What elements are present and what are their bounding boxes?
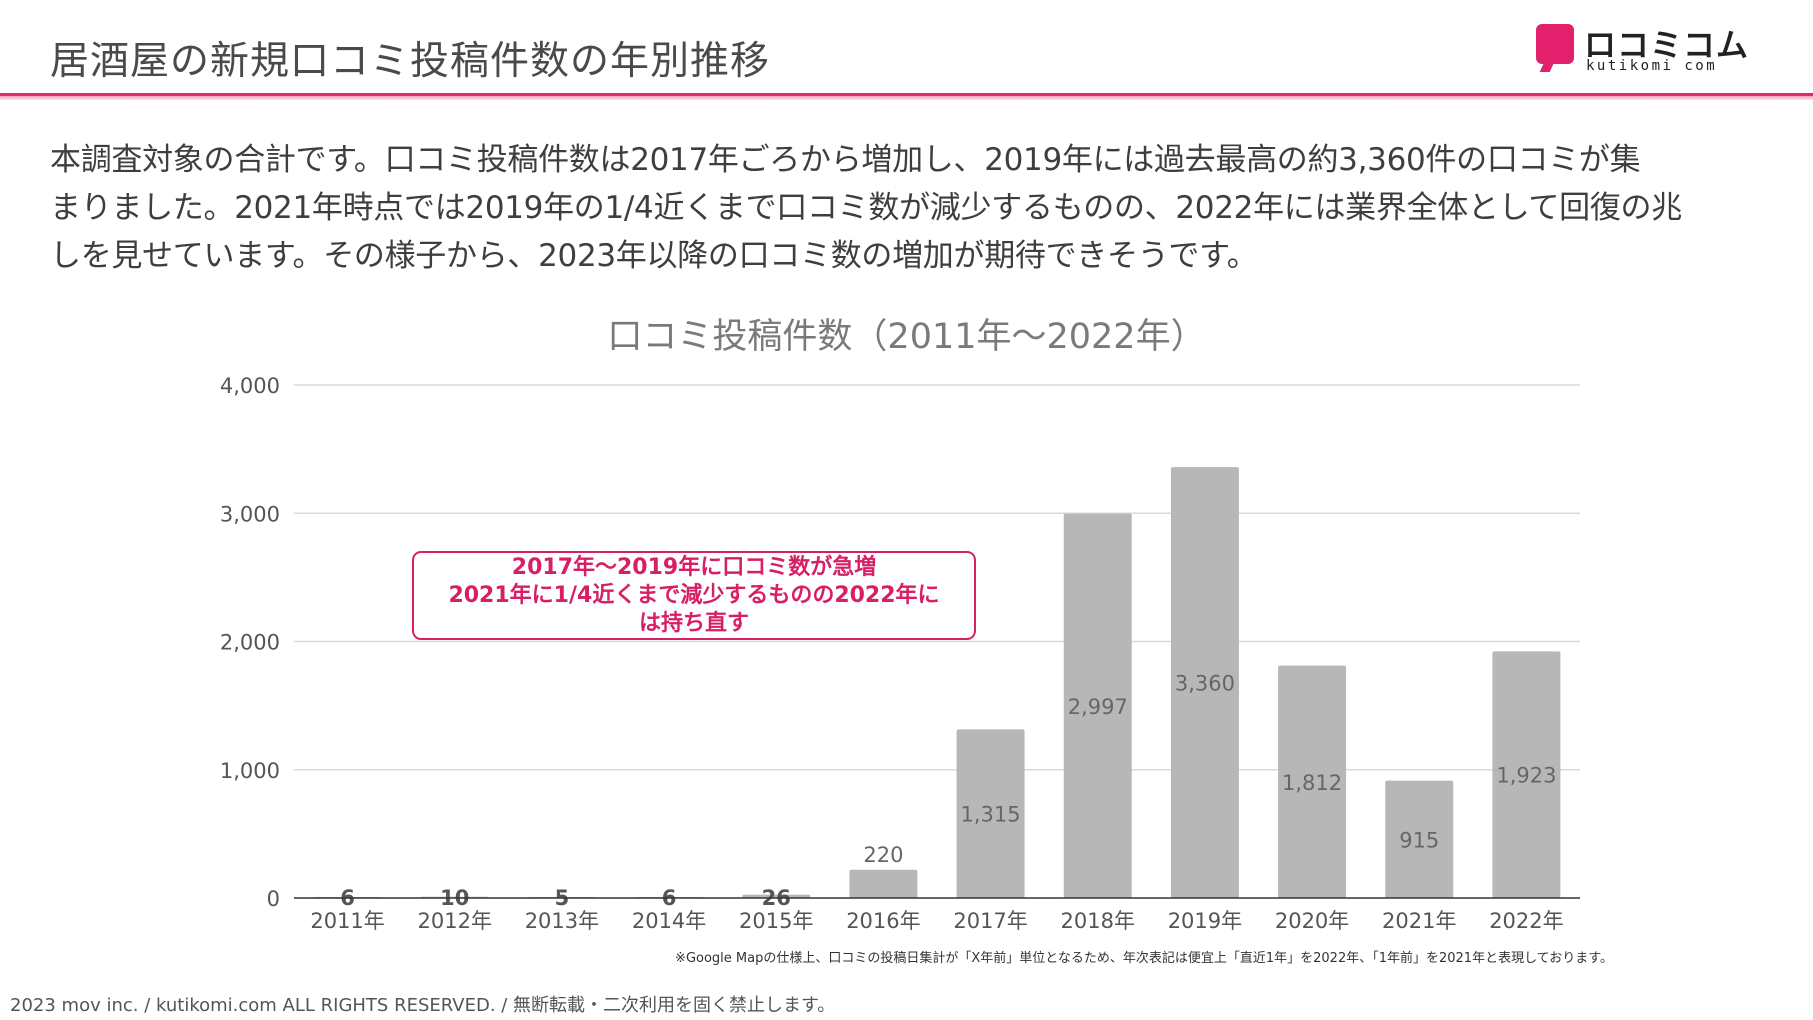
description-line: まりました。2021年時点では2019年の1/4近くまで口コミ数が減少するものの… <box>50 190 1682 226</box>
x-tick-label: 2021年 <box>1382 909 1456 933</box>
brand-logo[interactable]: ロコミコム kutikomi com <box>1536 22 1748 78</box>
speech-bubble-logo-icon <box>1536 24 1574 64</box>
description-line: しを見せています。その様子から、2023年以降の口コミ数の増加が期待できそうです… <box>50 238 1258 274</box>
description-text: 本調査対象の合計です。口コミ投稿件数は2017年ごろから増加し、2019年には過… <box>50 136 1780 280</box>
y-tick-label: 3,000 <box>220 502 280 526</box>
bar-value-label: 1,812 <box>1282 771 1342 795</box>
bar-value-label: 220 <box>863 843 903 867</box>
x-tick-label: 2017年 <box>953 909 1027 933</box>
bar <box>849 869 918 898</box>
footnote: ※Google Mapの仕様上、口コミの投稿日集計が「X年前」単位となるため、年… <box>675 951 1613 966</box>
bar-value-label: 3,360 <box>1175 672 1235 696</box>
logo-text-jp: ロコミコム <box>1584 26 1750 64</box>
x-tick-label: 2015年 <box>739 909 813 933</box>
x-tick-label: 2019年 <box>1168 909 1242 933</box>
x-tick-label: 2011年 <box>310 909 384 933</box>
chart-callout: 2017年〜2019年に口コミ数が急増 2021年に1/4近くまで減少するものの… <box>412 551 976 640</box>
bar <box>742 894 811 898</box>
bar-value-label: 1,315 <box>961 803 1021 827</box>
header-divider <box>0 93 1813 100</box>
logo-text-en: kutikomi com <box>1586 58 1718 74</box>
x-tick-label: 2014年 <box>632 909 706 933</box>
y-tick-label: 2,000 <box>220 631 280 655</box>
bar <box>1278 665 1347 898</box>
x-tick-label: 2012年 <box>418 909 492 933</box>
x-tick-label: 2018年 <box>1061 909 1135 933</box>
bar <box>1385 780 1454 898</box>
page-title: 居酒屋の新規口コミ投稿件数の年別推移 <box>50 39 771 84</box>
y-tick-label: 4,000 <box>220 374 280 398</box>
x-tick-label: 2022年 <box>1489 909 1563 933</box>
callout-line: 2021年に1/4近くまで減少するものの2022年に <box>448 582 940 608</box>
callout-line: は持ち直す <box>638 610 749 636</box>
bar-value-label: 2,997 <box>1068 695 1128 719</box>
y-tick-label: 0 <box>267 887 280 911</box>
y-tick-label: 1,000 <box>220 759 280 783</box>
copyright-footer: 2023 mov inc. / kutikomi.com ALL RIGHTS … <box>10 995 836 1016</box>
bar <box>1170 467 1239 898</box>
bar-value-label: 1,923 <box>1496 764 1556 788</box>
bar-value-label: 915 <box>1399 828 1439 852</box>
x-tick-label: 2020年 <box>1275 909 1349 933</box>
bar <box>1492 651 1561 898</box>
callout-line: 2017年〜2019年に口コミ数が急増 <box>511 554 877 580</box>
bar <box>1063 513 1132 898</box>
x-tick-label: 2013年 <box>525 909 599 933</box>
x-tick-label: 2016年 <box>846 909 920 933</box>
description-line: 本調査対象の合計です。口コミ投稿件数は2017年ごろから増加し、2019年には過… <box>50 142 1641 178</box>
chart-title: 口コミ投稿件数（2011年〜2022年） <box>607 317 1206 357</box>
bar <box>956 729 1025 898</box>
